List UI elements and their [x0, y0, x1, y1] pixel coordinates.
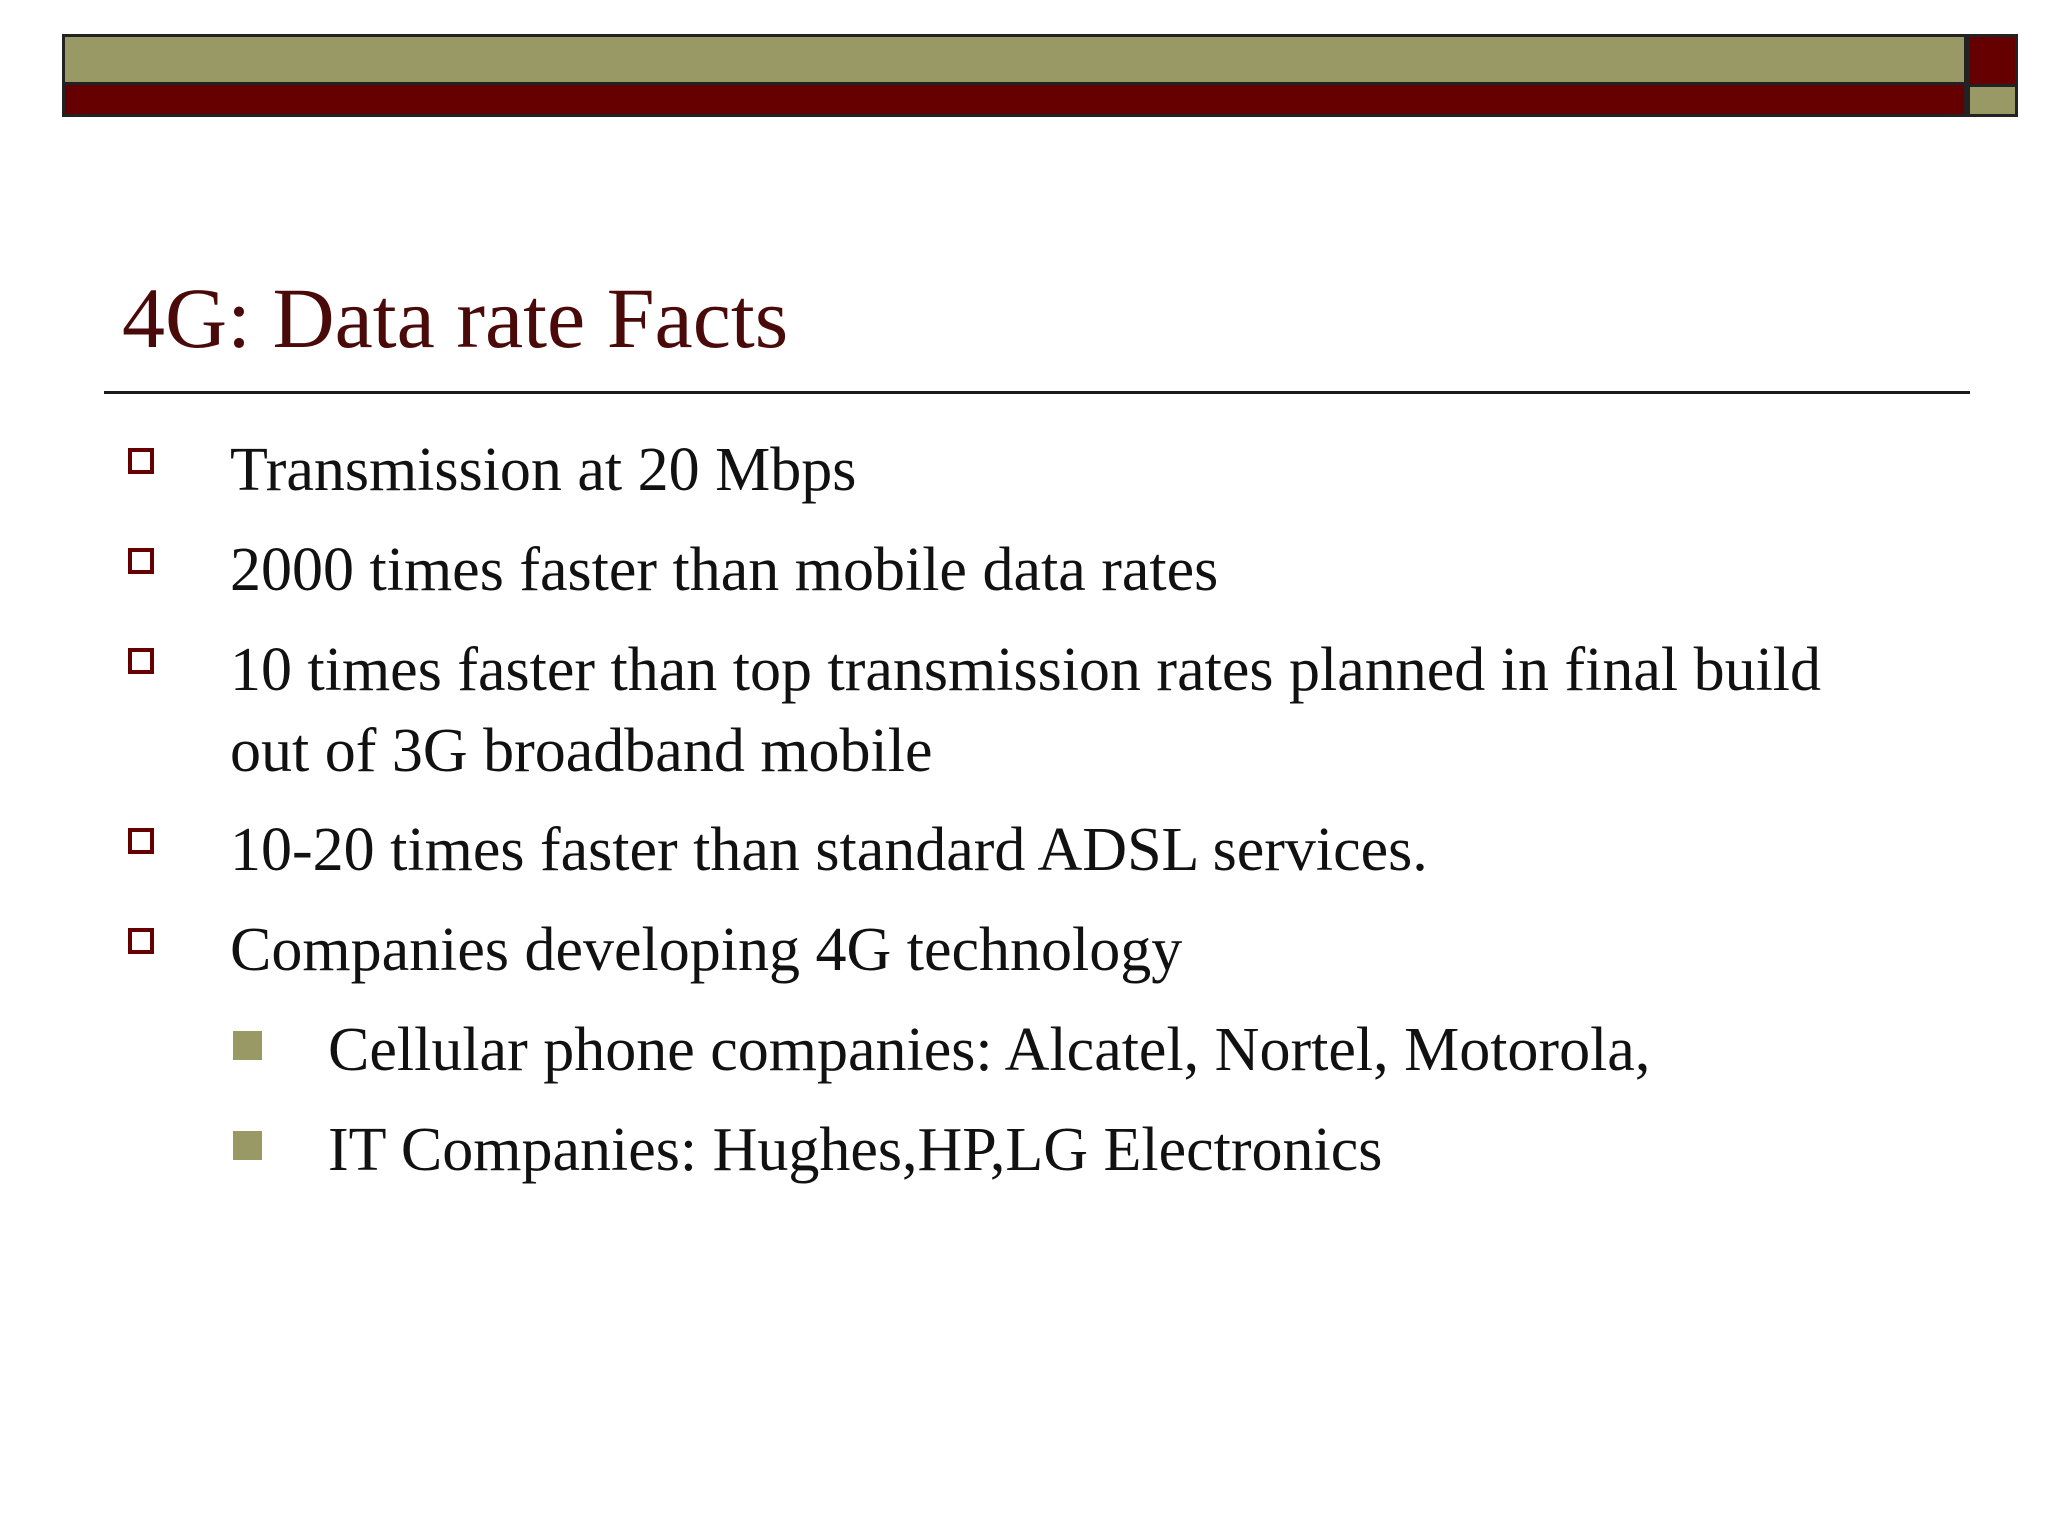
box-bullet-icon: [128, 548, 154, 574]
square-bullet-icon: [233, 1131, 262, 1160]
bullet-item: 10 times faster than top transmission ra…: [230, 636, 1822, 785]
sub-bullet-item: Cellular phone companies: Alcatel, Norte…: [328, 1016, 1651, 1084]
box-bullet-icon: [128, 828, 154, 854]
sub-bullet-item: IT Companies: Hughes,HP,LG Electronics: [328, 1116, 1383, 1184]
bullet-item: Transmission at 20 Mbps: [230, 436, 857, 504]
header-corner-maroon: [1967, 34, 2018, 87]
header-band-olive: [62, 34, 1967, 85]
bullet-item: 2000 times faster than mobile data rates: [230, 536, 1219, 604]
box-bullet-icon: [128, 648, 154, 674]
bullet-item: 10-20 times faster than standard ADSL se…: [230, 816, 1428, 884]
box-bullet-icon: [128, 928, 154, 954]
bullet-item: Companies developing 4G technology: [230, 916, 1183, 984]
header-band-maroon: [62, 85, 1967, 117]
title-divider: [104, 391, 1970, 394]
square-bullet-icon: [233, 1031, 262, 1060]
header-corner-olive: [1967, 87, 2018, 117]
box-bullet-icon: [128, 448, 154, 474]
slide-title: 4G: Data rate Facts: [122, 270, 789, 366]
